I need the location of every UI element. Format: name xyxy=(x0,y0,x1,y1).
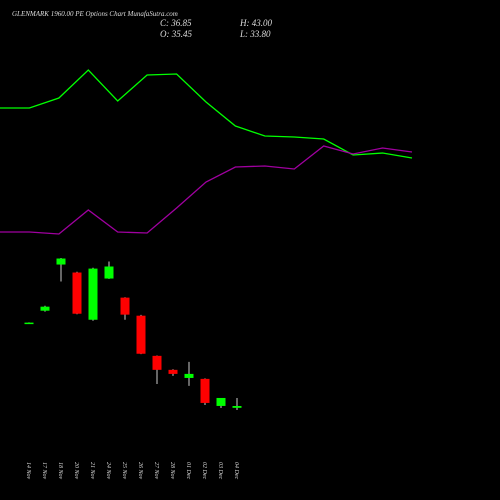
indicator-line xyxy=(0,145,413,235)
candle-body xyxy=(120,297,130,315)
candle-body xyxy=(232,406,242,408)
chart-title: GLENMARK 1960.00 PE Options Chart Munafa… xyxy=(12,10,178,18)
candle-body xyxy=(200,378,210,403)
ohlc-label: O: 35.45 xyxy=(160,29,192,39)
x-tick-label: 02 Dec xyxy=(201,462,207,479)
x-tick-label: 25 Nov xyxy=(121,462,127,480)
indicator-line xyxy=(0,69,413,159)
candle-body xyxy=(152,355,162,370)
x-tick-label: 18 Nov xyxy=(57,462,63,480)
x-tick-label: 26 Nov xyxy=(137,462,143,480)
ohlc-label: C: 36.85 xyxy=(160,18,192,28)
candle-body xyxy=(72,272,82,314)
candle-body xyxy=(184,373,194,378)
candle-body xyxy=(136,315,146,354)
x-tick-label: 01 Dec xyxy=(185,462,191,479)
candle-body xyxy=(104,266,114,279)
x-tick-label: 04 Dec xyxy=(233,462,240,479)
x-tick-label: 20 Nov xyxy=(73,462,79,480)
ohlc-label: H: 43.00 xyxy=(239,18,272,28)
candle-body xyxy=(88,268,98,320)
x-tick-label: 14 Nov xyxy=(25,462,32,480)
candle-body xyxy=(216,397,226,406)
candle-body xyxy=(24,322,34,325)
x-tick-label: 03 Dec xyxy=(217,462,223,479)
x-tick-label: 28 Nov xyxy=(169,462,175,480)
x-tick-label: 21 Nov xyxy=(89,462,95,480)
x-tick-label: 17 Nov xyxy=(41,462,47,480)
x-tick-label: 24 Nov xyxy=(105,462,112,480)
candle-body xyxy=(168,369,178,374)
x-tick-label: 27 Nov xyxy=(153,462,159,480)
candle-body xyxy=(56,258,66,265)
candle-body xyxy=(40,306,50,311)
ohlc-label: L: 33.80 xyxy=(239,29,271,39)
